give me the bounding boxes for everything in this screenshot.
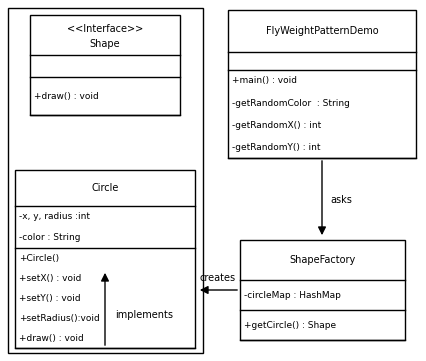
Text: ShapeFactory: ShapeFactory [289, 255, 356, 265]
Text: Circle: Circle [91, 183, 119, 193]
Text: +setY() : void: +setY() : void [19, 293, 81, 303]
Text: -getRandomX() : int: -getRandomX() : int [232, 121, 321, 130]
Text: +setX() : void: +setX() : void [19, 274, 81, 283]
Text: implements: implements [115, 310, 173, 320]
Text: +draw() : void: +draw() : void [19, 334, 84, 343]
Text: creates: creates [200, 273, 236, 283]
Text: -getRandomColor  : String: -getRandomColor : String [232, 99, 350, 108]
Bar [228, 10, 416, 158]
Text: -color : String: -color : String [19, 233, 81, 242]
Text: -circleMap : HashMap: -circleMap : HashMap [244, 291, 341, 300]
Text: FlyWeightPatternDemo: FlyWeightPatternDemo [266, 26, 378, 36]
Text: -getRandomY() : int: -getRandomY() : int [232, 143, 320, 152]
Bar [30, 15, 180, 115]
Text: <<Interface>>: <<Interface>> [67, 24, 143, 34]
Bar [15, 170, 195, 348]
Bar [240, 240, 405, 340]
Text: +draw() : void: +draw() : void [34, 91, 99, 100]
Text: +Circle(): +Circle() [19, 253, 59, 262]
Text: Shape: Shape [90, 39, 120, 49]
Text: asks: asks [330, 195, 352, 205]
Text: +setRadius():void: +setRadius():void [19, 313, 100, 322]
Text: +main() : void: +main() : void [232, 77, 297, 86]
Text: +getCircle() : Shape: +getCircle() : Shape [244, 321, 336, 330]
Text: -x, y, radius :int: -x, y, radius :int [19, 212, 90, 221]
Bar [8, 8, 203, 353]
